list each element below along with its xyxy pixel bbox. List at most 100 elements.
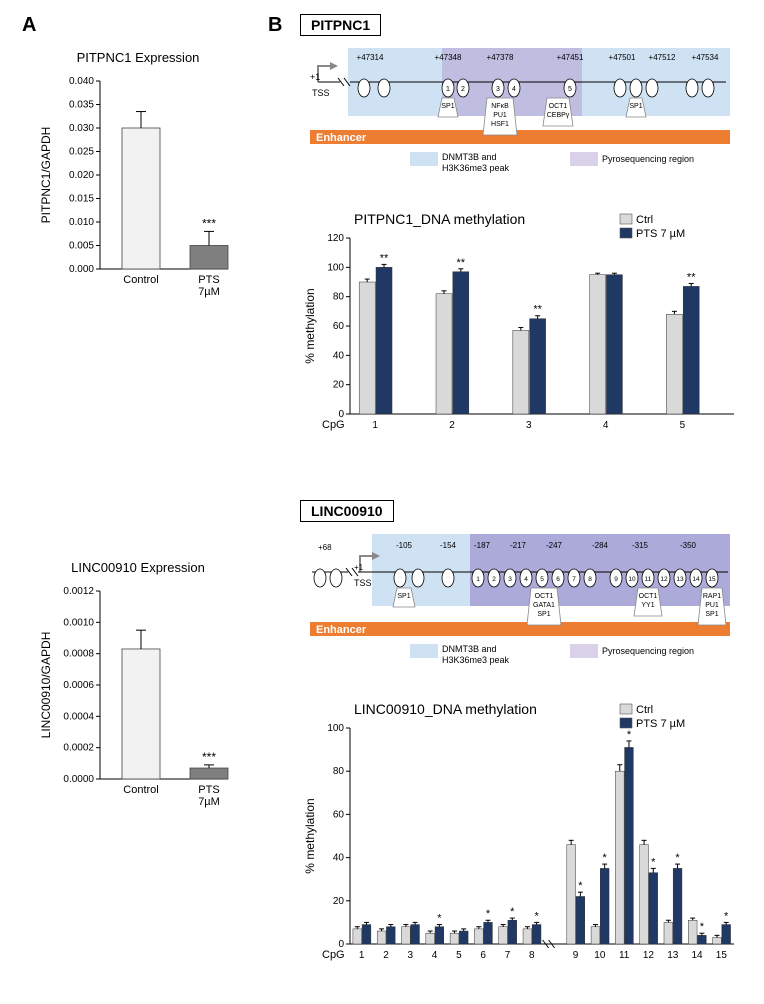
svg-text:*: * [627, 729, 632, 741]
meth-pitpnc1-wrap: PITPNC1_DNA methylationCtrlPTS 7 µM02040… [300, 210, 740, 450]
svg-text:+68: +68 [318, 543, 332, 552]
svg-text:Enhancer: Enhancer [316, 624, 367, 636]
svg-text:1: 1 [476, 576, 480, 583]
svg-text:+1: +1 [354, 563, 364, 572]
svg-text:8: 8 [588, 576, 592, 583]
svg-text:Enhancer: Enhancer [316, 132, 367, 144]
svg-text:SP1: SP1 [537, 611, 550, 618]
svg-text:PITPNC1_DNA methylation: PITPNC1_DNA methylation [354, 211, 525, 227]
panelA-linc: LINC00910 Expression 0.00000.00020.00040… [38, 560, 238, 821]
panel-letter-a: A [22, 14, 36, 37]
svg-text:0.030: 0.030 [69, 123, 94, 134]
expr-chart-linc: 0.00000.00020.00040.00060.00080.00100.00… [38, 581, 238, 821]
svg-text:-217: -217 [510, 541, 527, 550]
svg-text:2: 2 [449, 420, 455, 431]
svg-text:-284: -284 [592, 541, 609, 550]
svg-text:7: 7 [572, 576, 576, 583]
svg-text:100: 100 [327, 262, 344, 273]
svg-text:13: 13 [667, 950, 679, 961]
meth-chart-pitpnc1: PITPNC1_DNA methylationCtrlPTS 7 µM02040… [300, 210, 740, 450]
svg-text:SP1: SP1 [705, 611, 718, 618]
svg-text:4: 4 [432, 950, 438, 961]
svg-text:1: 1 [359, 950, 365, 961]
svg-text:5: 5 [680, 420, 686, 431]
svg-text:9: 9 [573, 950, 579, 961]
svg-text:SP1: SP1 [397, 593, 410, 600]
svg-text:PITPNC1/GAPDH: PITPNC1/GAPDH [39, 127, 53, 224]
svg-text:PTS 7 µM: PTS 7 µM [636, 718, 685, 730]
svg-text:SP1: SP1 [629, 103, 642, 110]
svg-text:80: 80 [333, 766, 345, 777]
svg-text:100: 100 [327, 723, 344, 734]
svg-text:0.010: 0.010 [69, 217, 94, 228]
svg-text:6: 6 [480, 950, 486, 961]
svg-text:20: 20 [333, 896, 345, 907]
svg-text:LINC00910_DNA methylation: LINC00910_DNA methylation [354, 701, 537, 717]
svg-text:7µM: 7µM [198, 796, 220, 808]
svg-text:OCT1: OCT1 [639, 593, 658, 600]
svg-text:0.0012: 0.0012 [63, 586, 94, 597]
svg-text:4: 4 [603, 420, 609, 431]
svg-text:13: 13 [676, 576, 684, 583]
svg-text:8: 8 [529, 950, 535, 961]
diagram-pitpnc1: EnhancerDNMT3B andH3K36me3 peakPyroseque… [300, 40, 740, 200]
meth-chart-linc: LINC00910_DNA methylationCtrlPTS 7 µM020… [300, 700, 740, 980]
svg-text:3: 3 [526, 420, 532, 431]
svg-text:YY1: YY1 [641, 602, 654, 609]
svg-text:Control: Control [123, 784, 158, 796]
svg-text:Control: Control [123, 274, 158, 286]
svg-text:*: * [651, 856, 656, 868]
svg-text:HSF1: HSF1 [491, 121, 509, 128]
svg-text:10: 10 [594, 950, 606, 961]
svg-text:PU1: PU1 [493, 112, 507, 119]
svg-text:***: *** [202, 750, 216, 764]
svg-text:*: * [534, 910, 539, 922]
svg-text:5: 5 [456, 950, 462, 961]
svg-text:0.0000: 0.0000 [63, 774, 94, 785]
svg-text:*: * [437, 913, 442, 925]
svg-text:3: 3 [496, 86, 500, 93]
svg-text:+47314: +47314 [357, 53, 384, 62]
svg-text:20: 20 [333, 380, 345, 391]
svg-text:7µM: 7µM [198, 286, 220, 298]
svg-text:PTS 7 µM: PTS 7 µM [636, 228, 685, 240]
svg-text:DNMT3B and: DNMT3B and [442, 644, 497, 654]
svg-text:40: 40 [333, 350, 345, 361]
svg-text:DNMT3B and: DNMT3B and [442, 152, 497, 162]
svg-text:+47451: +47451 [557, 53, 584, 62]
svg-text:+47348: +47348 [435, 53, 462, 62]
svg-text:RAP1: RAP1 [703, 593, 721, 600]
svg-text:GATA1: GATA1 [533, 602, 555, 609]
expr-chart-pitpnc1: 0.0000.0050.0100.0150.0200.0250.0300.035… [38, 71, 238, 311]
svg-text:*: * [603, 852, 608, 864]
svg-text:0.025: 0.025 [69, 147, 94, 158]
svg-text:**: ** [533, 304, 542, 316]
panel-letter-b: B [268, 14, 282, 37]
svg-text:TSS: TSS [354, 578, 372, 588]
svg-text:+47378: +47378 [487, 53, 514, 62]
svg-text:% methylation: % methylation [303, 288, 317, 363]
svg-text:1: 1 [446, 86, 450, 93]
svg-text:*: * [724, 910, 729, 922]
svg-text:6: 6 [556, 576, 560, 583]
svg-text:0.000: 0.000 [69, 264, 94, 275]
svg-text:0.0004: 0.0004 [63, 711, 94, 722]
svg-text:CEBPγ: CEBPγ [547, 112, 570, 119]
svg-text:120: 120 [327, 233, 344, 244]
svg-text:0.040: 0.040 [69, 76, 94, 87]
svg-text:SP1: SP1 [441, 103, 454, 110]
svg-text:2: 2 [383, 950, 389, 961]
svg-text:-154: -154 [440, 541, 457, 550]
chart-title: PITPNC1 Expression [38, 50, 238, 65]
svg-text:% methylation: % methylation [303, 798, 317, 873]
svg-text:+47534: +47534 [692, 53, 719, 62]
svg-text:PTS: PTS [198, 274, 219, 286]
gene-box-linc: LINC00910 [300, 500, 394, 522]
svg-text:OCT1: OCT1 [535, 593, 554, 600]
svg-text:-105: -105 [396, 541, 413, 550]
svg-text:TSS: TSS [312, 88, 330, 98]
svg-text:Pyrosequencing region: Pyrosequencing region [602, 646, 694, 656]
svg-text:H3K36me3 peak: H3K36me3 peak [442, 163, 510, 173]
panelA-pitpnc1: PITPNC1 Expression 0.0000.0050.0100.0150… [38, 50, 238, 311]
svg-text:CpG: CpG [322, 949, 345, 961]
